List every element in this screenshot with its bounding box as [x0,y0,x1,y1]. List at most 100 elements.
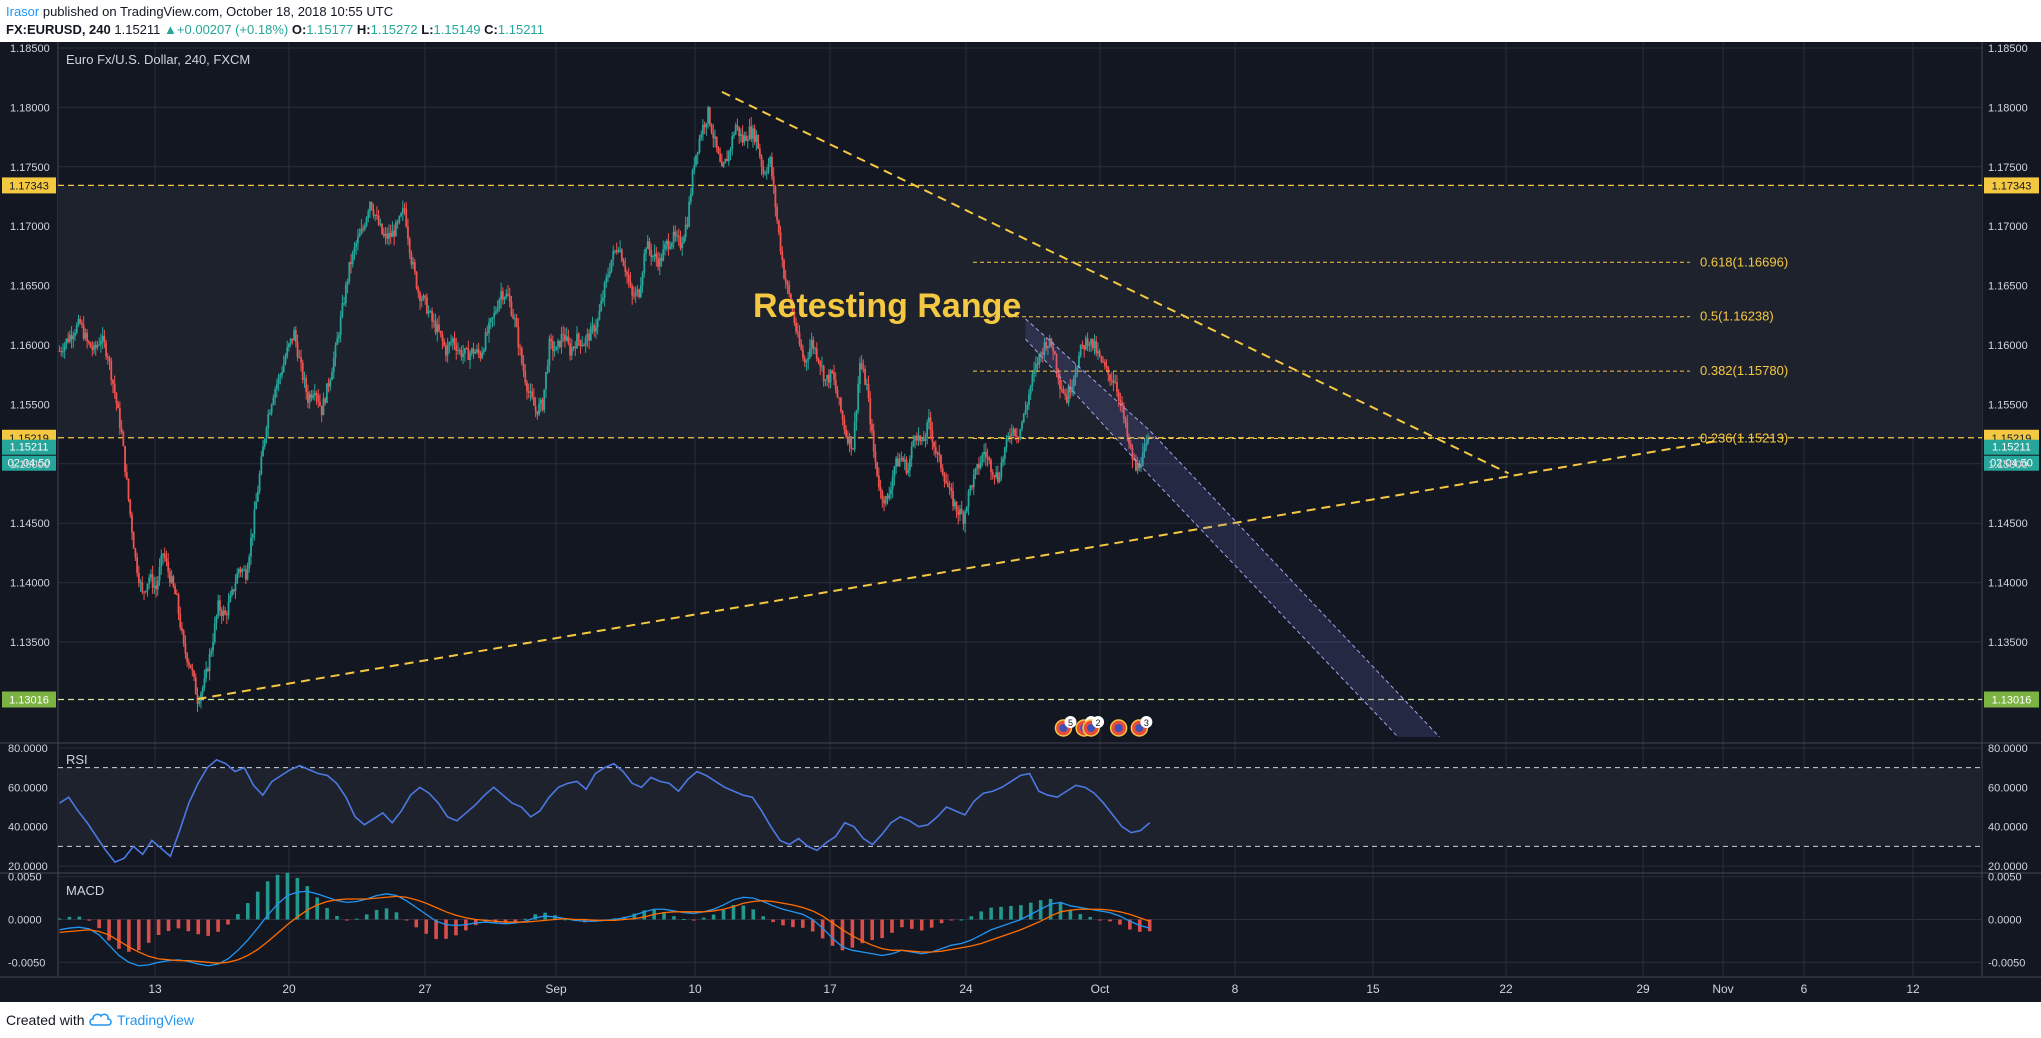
time-tick-label: 22 [1499,982,1513,996]
candle-body [118,408,121,429]
candle-body [331,372,333,380]
low-value: 1.15149 [433,22,481,37]
candle-body [721,161,723,167]
candle-body [840,397,842,412]
candle-body [272,397,275,405]
candle-body [388,232,390,239]
macd-histogram-bar [67,916,72,920]
candle-body [1100,355,1103,362]
candle-body [505,293,508,298]
macd-tick-label: -0.0050 [8,957,45,969]
candle-body [243,569,245,571]
retesting-range-annotation: Retesting Range [753,287,1021,325]
candle-body [501,291,504,300]
candle-body [893,466,896,478]
candle-body [605,277,608,283]
candle-body [269,412,271,415]
candle-body [569,343,571,356]
tradingview-brand[interactable]: TradingView [117,1012,195,1028]
candle-body [238,568,240,574]
candle-body [65,338,68,345]
candle-body [653,253,656,257]
candle-body [767,163,770,172]
candle-body [79,319,82,323]
candle-body [137,572,140,584]
candle-body [717,147,720,154]
candle-body [634,291,637,297]
macd-histogram-bar [801,919,805,928]
macd-histogram-bar [840,919,845,951]
candle-body [745,135,747,141]
candle-body [724,158,727,164]
candle-body [156,580,159,590]
candle-body [369,202,371,212]
price-tick-label: 1.14500 [10,518,50,530]
price-change: +0.00207 (+0.18%) [176,22,289,37]
candle-body [810,340,813,349]
candle-body [762,166,765,174]
candle-body [848,436,851,444]
candle-body [983,451,985,455]
candle-body [519,347,521,349]
candle-body [729,148,732,152]
candle-body [100,340,102,345]
candle-body [315,393,318,396]
candle-body [783,260,785,279]
candle-body [959,508,961,515]
candle-body [350,261,352,265]
candle-body [1126,422,1129,437]
candle-body [239,568,242,573]
candle-body [394,222,397,237]
candle-body [393,230,396,237]
candle-body [507,293,509,296]
countdown-label: 02:04:50 [1990,458,2033,470]
macd-histogram-bar [1009,905,1013,920]
tradingview-cloud-icon [89,1013,112,1026]
candle-body [281,371,283,376]
countdown-box [2,455,56,471]
candle-body [539,399,542,404]
candle-body [696,152,699,155]
macd-histogram-bar [1118,919,1122,925]
level-label-box [1984,691,2039,708]
candle-body [884,496,887,504]
macd-tick-label: -0.0050 [1988,957,2025,969]
candle-body [1095,340,1098,354]
candle-body [1119,400,1122,403]
level-label-box [2,691,56,708]
candle-body [665,240,668,245]
candle-body [1084,338,1087,350]
candle-body [400,213,402,217]
rsi-tick-label: 20.0000 [8,861,48,873]
candle-body [1033,369,1036,375]
rsi-pane [58,758,1982,864]
high-label: H: [356,22,371,37]
macd-histogram-bar [989,907,993,920]
candle-body [853,421,856,450]
candle-body [72,335,75,340]
candle-body [450,341,452,343]
macd-histogram-bar [1088,916,1093,920]
macd-histogram-bar [57,918,62,920]
candle-body [1060,388,1063,390]
macd-histogram-bar [117,919,121,949]
author-link[interactable]: Irasor [6,4,40,19]
candle-body [907,470,910,473]
candle-body [845,429,847,437]
candle-body [652,256,654,258]
candle-body [63,344,66,352]
candle-body [545,372,547,390]
candle-body [289,338,292,344]
candle-body [94,344,97,348]
footer: Created with TradingView [0,1002,2041,1038]
change-arrow-icon: ▲ [164,22,177,37]
candle-body [557,340,559,347]
candle-body [669,247,672,249]
macd-histogram-bar [246,903,250,920]
candle-body [869,398,872,425]
candle-body [1055,354,1058,371]
candle-body [307,392,309,403]
candle-body [888,494,891,499]
candle-body [186,653,189,663]
